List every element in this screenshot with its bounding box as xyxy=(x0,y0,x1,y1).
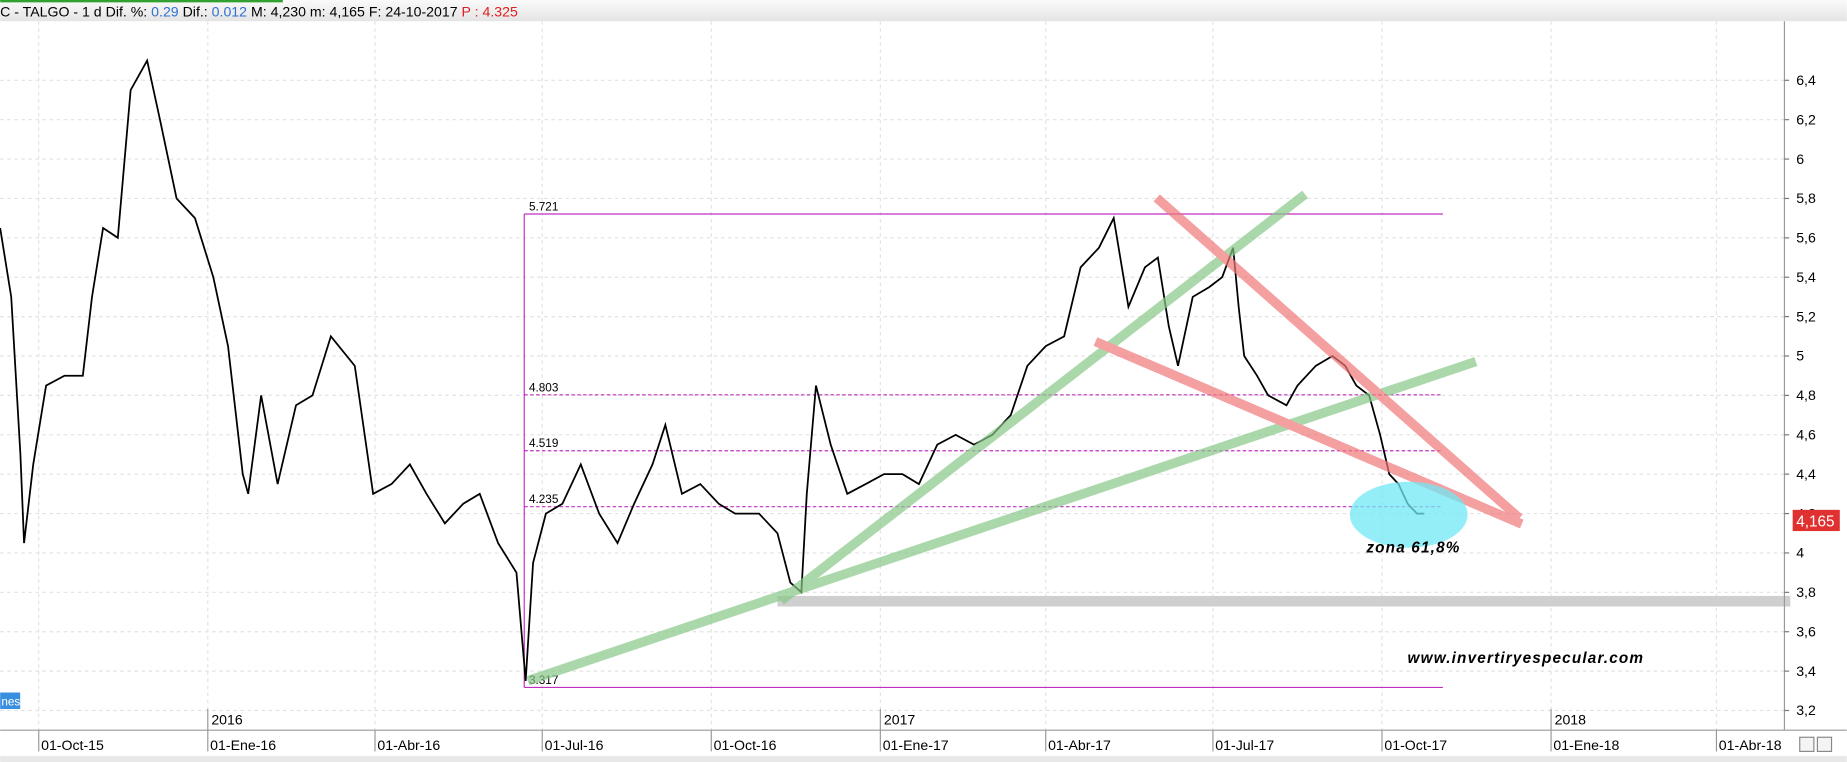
fib-label: 5.721 xyxy=(529,200,558,213)
panel-tag-box xyxy=(0,692,21,710)
header-field: Dif. %: xyxy=(106,3,148,19)
header-field: 24-10-2017 xyxy=(385,3,457,19)
header-text: C - TALGO - 1 d Dif. %: 0.29 Dif.: 0.012… xyxy=(0,3,518,19)
save-button[interactable] xyxy=(1799,736,1815,752)
x-tick-label: 01-Abr-17 xyxy=(1048,737,1111,753)
x-tick-label: 01-Jul-16 xyxy=(545,737,604,753)
price-series xyxy=(0,58,1425,682)
trend-lines xyxy=(526,190,1524,686)
panel-tag: nes xyxy=(1,695,20,708)
header-bar xyxy=(0,0,1847,22)
y-tick-label: 5,2 xyxy=(1796,308,1816,324)
axes: 3,23,43,63,844,24,44,64,855,25,45,65,866… xyxy=(38,72,1840,753)
header-field: P : xyxy=(462,3,479,19)
y-tick-label: 5,8 xyxy=(1796,190,1816,206)
x-tick-label: 01-Ene-17 xyxy=(883,737,949,753)
y-tick-label: 4 xyxy=(1796,545,1804,561)
header-field: m: xyxy=(310,3,326,19)
y-tick-label: 5,6 xyxy=(1796,230,1816,246)
x-tick-label: 01-Ene-16 xyxy=(210,737,276,753)
y-tick-label: 5 xyxy=(1796,348,1804,364)
fib-label: 4.519 xyxy=(529,437,558,450)
x-tick-label: 01-Jul-17 xyxy=(1215,737,1274,753)
header-field: F: xyxy=(369,3,382,19)
y-tick-label: 6,4 xyxy=(1796,72,1816,88)
x-tick-label: 01-Ene-18 xyxy=(1553,737,1619,753)
header-line: C - TALGO - 1 d Dif. %: 0.29 Dif.: 0.012… xyxy=(0,3,518,19)
header-field: M: xyxy=(251,3,267,19)
progress-strip xyxy=(0,0,283,3)
last-price-box xyxy=(1792,509,1840,532)
header-field: 4,230 xyxy=(271,3,306,19)
x-tick-label: 01-Abr-18 xyxy=(1719,737,1782,753)
header-field: 0.29 xyxy=(151,3,179,19)
fib-label: 4.803 xyxy=(529,381,559,394)
zone-highlight xyxy=(1349,481,1468,548)
x-tick-label: 01-Oct-15 xyxy=(41,737,104,753)
support-band xyxy=(777,595,1791,607)
price-line xyxy=(0,58,1425,682)
y-tick-label: 4,8 xyxy=(1796,387,1816,403)
year-label: 2016 xyxy=(211,711,243,727)
header-field: 0.012 xyxy=(212,3,247,19)
fib-label: 4.235 xyxy=(529,493,559,506)
header-field: C - TALGO - 1 d xyxy=(0,3,102,19)
x-tick-label: 01-Oct-17 xyxy=(1384,737,1447,753)
y-tick-label: 5,4 xyxy=(1796,269,1816,285)
trend-line xyxy=(526,357,1478,686)
y-tick-label: 3,6 xyxy=(1796,623,1816,639)
y-tick-label: 3,4 xyxy=(1796,663,1816,679)
y-tick-label: 4,6 xyxy=(1796,426,1816,442)
year-label: 2017 xyxy=(884,711,916,727)
header-field: Dif.: xyxy=(183,3,208,19)
y-tick-label: 6 xyxy=(1796,151,1804,167)
scrollbar[interactable] xyxy=(0,756,1847,762)
x-tick-label: 01-Abr-16 xyxy=(377,737,440,753)
header-field: 4,165 xyxy=(330,3,365,19)
trend-line xyxy=(778,190,1308,605)
year-label: 2018 xyxy=(1555,711,1587,727)
grid xyxy=(0,21,1785,731)
zoom-button[interactable] xyxy=(1816,736,1833,752)
y-tick-label: 4,4 xyxy=(1796,466,1816,482)
trend-line xyxy=(1153,194,1523,522)
x-tick-label: 01-Oct-16 xyxy=(714,737,777,753)
header-field: 4.325 xyxy=(482,3,517,19)
last-price-label: 4,165 xyxy=(1796,513,1834,530)
y-tick-label: 3,8 xyxy=(1796,584,1816,600)
watermark: www.invertiryespecular.com xyxy=(1408,650,1645,667)
y-tick-label: 6,2 xyxy=(1796,111,1816,127)
y-tick-label: 3,2 xyxy=(1796,702,1816,718)
zone-label: zona 61,8% xyxy=(1365,539,1460,556)
